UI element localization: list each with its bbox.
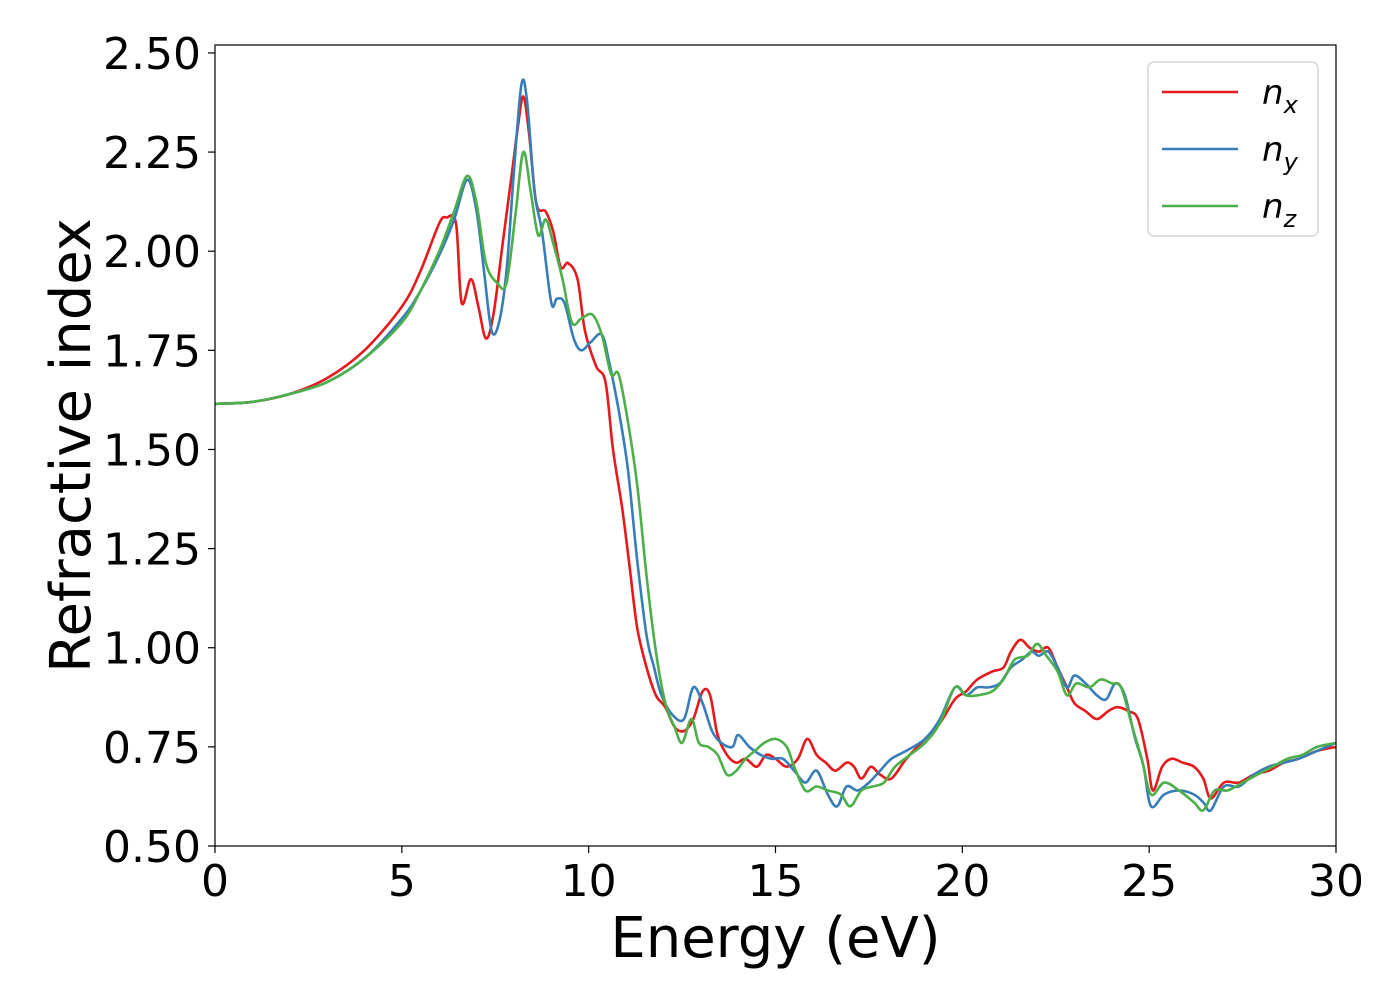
x-tick-label: 5 <box>388 856 416 907</box>
series-line-n-z <box>215 150 1336 812</box>
series-layer <box>215 78 1336 813</box>
y-tick-label: 2.25 <box>103 128 201 179</box>
x-tick-label: 0 <box>201 856 229 907</box>
x-tick-label: 15 <box>748 856 804 907</box>
y-axis-label: Refractive index <box>39 218 104 673</box>
axis-layer: 0 5 10 15 20 25 30 0.50 0.75 1.00 1.25 1.50 1.75 2.00… <box>103 29 1364 907</box>
y-tick-label: 1.00 <box>103 624 201 675</box>
y-tick-label: 0.50 <box>103 822 201 873</box>
y-tick-label: 1.75 <box>103 326 201 377</box>
x-tick-label: 25 <box>1121 856 1177 907</box>
y-tick-label: 1.50 <box>103 425 201 476</box>
y-tick-label: 2.50 <box>103 29 201 80</box>
x-axis-label: Energy (eV) <box>610 906 940 971</box>
y-tick-label: 0.75 <box>103 723 201 774</box>
legend-label: nz <box>1262 187 1298 233</box>
x-tick-label: 20 <box>934 856 990 907</box>
y-tick-label: 2.00 <box>103 227 201 278</box>
x-tick-label: 10 <box>561 856 617 907</box>
legend-label: ny <box>1262 130 1299 176</box>
legend-label: nx <box>1262 73 1299 119</box>
legend: nx ny nz <box>1147 61 1319 237</box>
x-tick-label: 30 <box>1308 856 1364 907</box>
y-tick-label: 1.25 <box>103 525 201 576</box>
